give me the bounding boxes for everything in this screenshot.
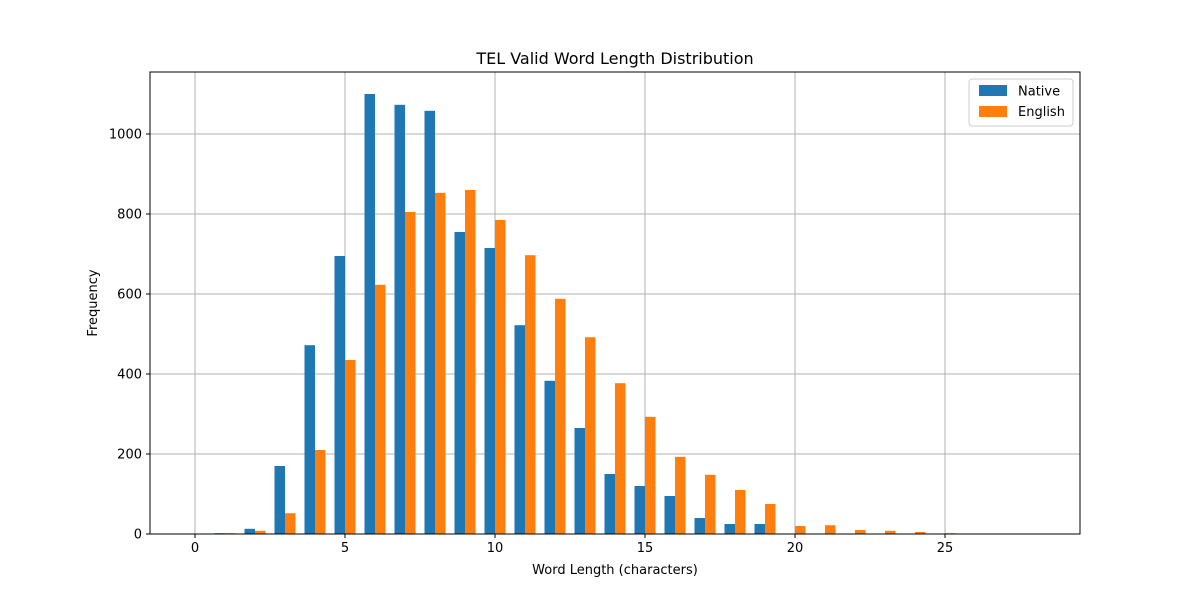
bar-english-9 bbox=[465, 190, 476, 534]
bar-english-2 bbox=[255, 530, 266, 534]
bar-english-6 bbox=[375, 284, 386, 534]
bar-native-6 bbox=[364, 94, 375, 534]
bar-english-24 bbox=[915, 532, 926, 534]
bar-english-15 bbox=[645, 416, 656, 534]
x-tick-label: 5 bbox=[341, 541, 349, 556]
x-axis-label: Word Length (characters) bbox=[532, 563, 698, 578]
bar-english-16 bbox=[675, 456, 686, 534]
bar-native-10 bbox=[484, 248, 495, 534]
ticks-layer: 0 5 10 15 20 25 0 200 400 600 800 1000 bbox=[109, 128, 953, 557]
bar-english-22 bbox=[855, 530, 866, 534]
bar-english-14 bbox=[615, 383, 626, 534]
plot-frame bbox=[149, 71, 1081, 535]
bar-native-9 bbox=[454, 232, 465, 534]
legend-swatch-english bbox=[979, 106, 1007, 117]
bar-native-13 bbox=[574, 428, 585, 534]
x-tick-label: 10 bbox=[487, 541, 504, 556]
bar-native-11 bbox=[514, 325, 525, 534]
bar-english-7 bbox=[405, 212, 416, 534]
legend: Native English bbox=[968, 78, 1074, 127]
bar-native-12 bbox=[544, 380, 555, 534]
x-tick-label: 25 bbox=[937, 541, 954, 556]
x-tick-label: 20 bbox=[787, 541, 804, 556]
bar-english-13 bbox=[585, 337, 596, 534]
bar-english-4 bbox=[315, 450, 326, 534]
bar-native-2 bbox=[244, 528, 255, 534]
y-tick-label: 800 bbox=[117, 208, 142, 223]
bar-english-11 bbox=[525, 255, 536, 534]
bar-english-3 bbox=[285, 513, 296, 534]
bar-english-20 bbox=[795, 526, 806, 534]
bar-english-8 bbox=[435, 192, 446, 535]
legend-label-english: English bbox=[1018, 105, 1065, 120]
bar-native-18 bbox=[724, 524, 735, 534]
bar-english-19 bbox=[765, 504, 776, 534]
bar-native-16 bbox=[664, 496, 675, 534]
legend-swatch-native bbox=[979, 85, 1007, 96]
y-tick-label: 1000 bbox=[109, 128, 142, 143]
chart-title: TEL Valid Word Length Distribution bbox=[475, 49, 753, 68]
bar-native-17 bbox=[694, 518, 705, 534]
bar-native-4 bbox=[304, 345, 315, 534]
bar-english-23 bbox=[885, 530, 896, 534]
legend-label-native: Native bbox=[1018, 85, 1060, 100]
bar-english-5 bbox=[345, 360, 356, 534]
x-tick-label: 15 bbox=[637, 541, 654, 556]
bar-native-8 bbox=[424, 110, 435, 535]
y-tick-label: 0 bbox=[134, 528, 142, 543]
bar-native-3 bbox=[274, 466, 285, 534]
bar-native-7 bbox=[394, 104, 405, 535]
bar-native-15 bbox=[634, 486, 645, 534]
y-axis-label: Frequency bbox=[86, 269, 101, 336]
bar-english-21 bbox=[825, 525, 836, 534]
bar-native-19 bbox=[754, 524, 765, 534]
x-tick-label: 0 bbox=[191, 541, 199, 556]
bar-native-14 bbox=[604, 474, 615, 534]
bar-english-10 bbox=[495, 220, 506, 534]
y-tick-label: 600 bbox=[117, 288, 142, 303]
bars-layer bbox=[214, 94, 956, 535]
bar-native-5 bbox=[334, 256, 345, 534]
bar-english-17 bbox=[705, 474, 716, 534]
y-tick-label: 200 bbox=[117, 448, 142, 463]
y-tick-label: 400 bbox=[117, 368, 142, 383]
bar-english-18 bbox=[735, 490, 746, 534]
bar-english-12 bbox=[555, 298, 566, 534]
